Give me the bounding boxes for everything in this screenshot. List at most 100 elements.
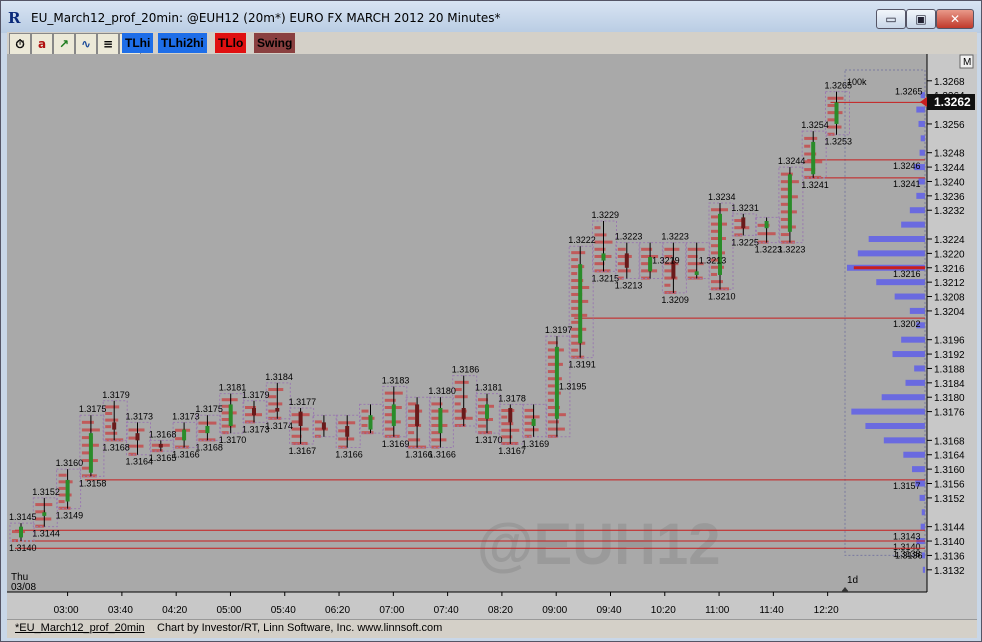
tpo-profile-segment <box>664 290 677 294</box>
volume-profile-bar <box>865 422 925 429</box>
maximize-button[interactable]: ▣ <box>906 9 936 29</box>
bar-price-label: 1.3170 <box>219 435 247 445</box>
tpo-profile-segment <box>198 429 210 433</box>
bar-range-box <box>312 414 338 438</box>
profile-period-label: 1d <box>847 575 858 586</box>
window-title: EU_March12_prof_20min: @EUH12 (20m*) EUR… <box>31 11 501 25</box>
tpo-profile-segment <box>711 215 721 219</box>
tpo-profile-segment <box>827 118 836 122</box>
tpo-profile-segment <box>734 233 743 237</box>
tpo-profile-segment <box>268 395 277 399</box>
candle-body <box>787 174 792 232</box>
tpo-profile-segment <box>35 524 45 528</box>
tlhi-button[interactable]: TLhi <box>122 33 154 53</box>
candle-body <box>811 141 816 175</box>
app-icon: R <box>8 9 21 27</box>
chart-icon[interactable]: ∿ <box>75 33 97 55</box>
til-chart-icon[interactable]: ↗ <box>53 33 75 55</box>
tpo-profile-segment <box>641 247 653 251</box>
tpo-profile-segment <box>501 415 508 419</box>
tpo-profile-segment <box>571 348 579 352</box>
y-tick-label: 1.3232 <box>934 206 965 217</box>
x-tick-label: 09:00 <box>542 605 567 616</box>
volume-profile-bar <box>916 322 925 329</box>
chart-tab[interactable]: *EU_March12_prof_20min <box>15 622 145 634</box>
bar-price-label: 1.3168 <box>195 442 223 452</box>
tpo-profile-segment <box>245 420 255 424</box>
bar-price-label: 1.3213 <box>699 256 727 266</box>
bar-price-label: 1.3168 <box>102 442 130 452</box>
bar-price-label: 1.3145 <box>9 512 37 522</box>
a-icon[interactable]: a <box>31 33 53 55</box>
bar-price-label: 1.3165 <box>149 453 177 463</box>
tpo-profile-segment <box>617 276 624 280</box>
tpo-profile-segment <box>291 420 303 424</box>
bar-range-box <box>568 245 594 359</box>
bar-range-box <box>219 393 245 434</box>
price-chart[interactable]: @EUH12 1.3246 1.3241 1.3216 1.3202 1.3157 1.3… <box>7 54 977 619</box>
bar-price-label: 1.3215 <box>592 273 620 283</box>
tpo-profile-segment <box>338 429 349 433</box>
tpo-profile-segment <box>268 416 282 420</box>
tlhi2hi-button[interactable]: TLhi2hi <box>158 33 207 53</box>
bar-range-box <box>615 242 641 280</box>
candle-body <box>391 404 396 426</box>
symbol-watermark: @EUH12 <box>477 512 721 577</box>
tllo-button[interactable]: TLlo <box>215 33 247 53</box>
volume-profile-bar <box>922 566 925 573</box>
tpo-profile-segment <box>804 152 817 156</box>
volume-profile-bar <box>916 192 925 199</box>
volume-profile-bar <box>914 164 925 171</box>
tpo-profile-segment <box>617 269 631 273</box>
tpo-profile-segment <box>547 384 555 388</box>
bar-price-label: 1.3175 <box>79 404 107 414</box>
candle-body <box>345 425 350 437</box>
y-tick-label: 1.3188 <box>934 364 965 375</box>
swing-button[interactable]: Swing <box>254 33 296 53</box>
y-tick-label: 1.3208 <box>934 293 965 304</box>
clock-icon[interactable]: ⏱ <box>9 33 31 55</box>
close-button[interactable]: ✕ <box>936 9 974 29</box>
bar-price-label: 1.3169 <box>382 439 410 449</box>
bar-price-label: 1.3169 <box>522 439 550 449</box>
candle-body <box>624 253 629 268</box>
tpo-profile-segment <box>361 409 369 413</box>
y-tick-label: 1.3192 <box>934 350 965 361</box>
m-button[interactable] <box>959 54 974 69</box>
minimize-button[interactable]: ▭ <box>876 9 906 29</box>
x-tick-label: 03:40 <box>108 605 133 616</box>
tpo-profile-segment <box>571 355 585 359</box>
toolbar: ⏱ a ↗ ∿ ≡ 🗑 TLhi TLhi2hi TLlo Swing <box>7 32 977 55</box>
volume-profile-bar <box>894 293 925 300</box>
bar-price-label: 1.3158 <box>79 478 107 488</box>
volume-profile-bar <box>892 351 925 358</box>
tpo-profile-segment <box>384 413 395 417</box>
tpo-profile-segment <box>431 416 442 420</box>
tpo-profile-segment <box>268 388 284 392</box>
y-tick-label: 1.3164 <box>934 451 965 462</box>
y-tick-label: 1.3216 <box>934 264 965 275</box>
tpo-profile-segment <box>408 431 415 435</box>
volume-profile-bar <box>920 523 925 530</box>
list-icon[interactable]: ≡ <box>97 33 119 55</box>
tpo-profile-segment <box>58 506 71 510</box>
volume-profile-bar <box>919 149 925 156</box>
tpo-profile-segment <box>454 409 467 413</box>
bar-range-box <box>195 414 221 441</box>
tpo-profile-segment <box>571 292 583 296</box>
bar-price-label: 1.3213 <box>615 281 643 291</box>
bar-range-box <box>592 220 617 272</box>
chart-area[interactable]: @EUH12 1.3246 1.3241 1.3216 1.3202 1.3157 1.3… <box>7 54 977 619</box>
tpo-profile-segment <box>431 431 441 435</box>
bar-range-box <box>428 396 454 449</box>
price-axis-panel <box>927 54 977 619</box>
current-price-text: 1.3262 <box>934 95 971 109</box>
tpo-profile-segment <box>711 244 719 248</box>
volume-profile-bar <box>912 466 925 473</box>
tpo-profile-segment <box>361 416 375 420</box>
y-tick-label: 1.3212 <box>934 278 965 289</box>
bar-price-label: 1.3166 <box>405 450 433 460</box>
tpo-profile-segment <box>175 437 184 441</box>
bar-price-label: 1.3234 <box>708 192 736 202</box>
y-tick-label: 1.3244 <box>934 163 965 174</box>
